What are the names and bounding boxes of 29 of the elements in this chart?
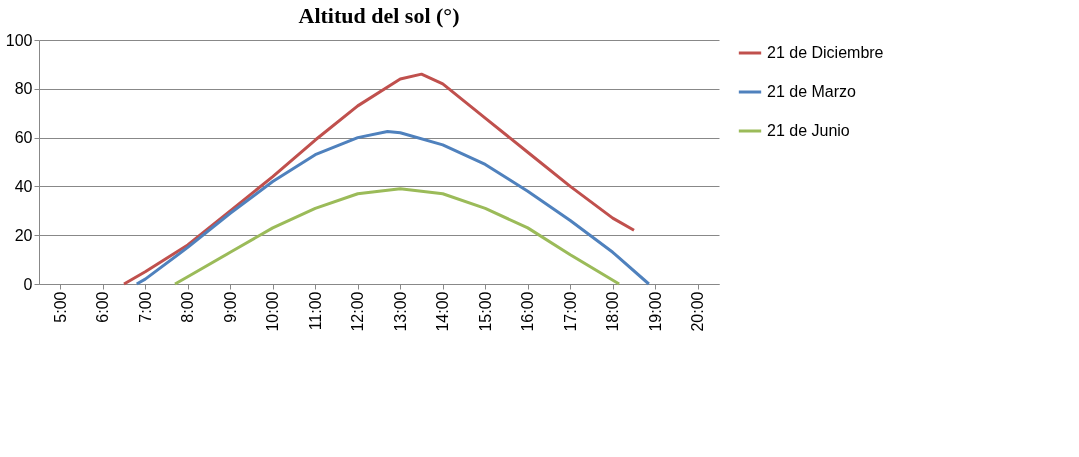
x-tick-label: 12:00	[349, 291, 367, 332]
x-tick-label: 13:00	[391, 291, 409, 332]
legend-label: 21 de Junio	[767, 122, 850, 139]
legend-label: 21 de Marzo	[767, 83, 857, 100]
x-tick-label: 15:00	[476, 291, 494, 332]
y-tick-label: 60	[14, 129, 33, 147]
x-tick-label: 10:00	[264, 291, 282, 332]
y-tick-label: 0	[23, 275, 33, 293]
legend-label: 21 de Diciembre	[767, 44, 884, 61]
x-tick-label: 19:00	[646, 291, 664, 332]
y-tick-label: 100	[5, 31, 33, 49]
x-tick-label: 9:00	[221, 291, 239, 323]
x-tick-label: 18:00	[604, 291, 622, 332]
y-tick-label: 40	[14, 177, 33, 195]
x-tick-label: 5:00	[51, 291, 69, 323]
x-tick-label: 8:00	[179, 291, 197, 323]
x-tick-label: 11:00	[306, 291, 324, 331]
x-tick-label: 20:00	[689, 291, 707, 332]
chart-title: Altitud del sol (°)	[298, 3, 460, 28]
x-tick-label: 16:00	[519, 291, 537, 332]
line-series	[135, 130, 651, 286]
x-tick-label: 17:00	[561, 291, 579, 332]
line-series	[122, 72, 636, 286]
x-tick-label: 7:00	[136, 291, 154, 323]
x-tick-label: 14:00	[434, 291, 452, 332]
line-series	[173, 187, 621, 286]
y-tick-label: 80	[14, 80, 33, 98]
y-tick-label: 20	[14, 226, 33, 244]
x-tick-label: 6:00	[94, 291, 112, 323]
